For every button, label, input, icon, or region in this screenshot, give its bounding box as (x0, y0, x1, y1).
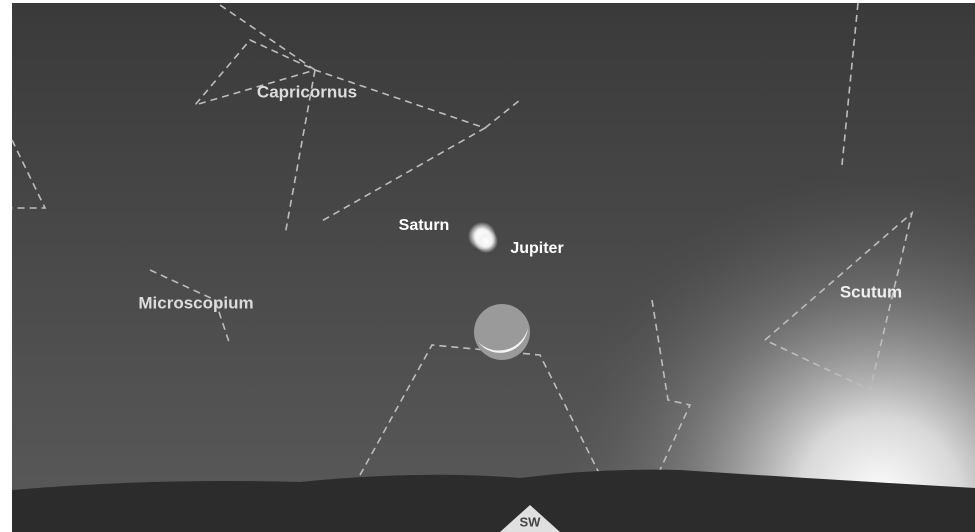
constellation-label: Microscopium (138, 293, 253, 312)
planet-label: Saturn (399, 217, 450, 234)
jupiter-dot (474, 229, 498, 253)
constellation-label: Capricornus (257, 82, 357, 101)
constellation-label: Scutum (840, 282, 902, 301)
twilight-glow (12, 3, 975, 532)
direction-label: SW (520, 514, 542, 529)
sky-chart: Capricornus Microscopium Scutum Saturn J… (0, 0, 975, 532)
planet-label: Jupiter (510, 240, 563, 257)
